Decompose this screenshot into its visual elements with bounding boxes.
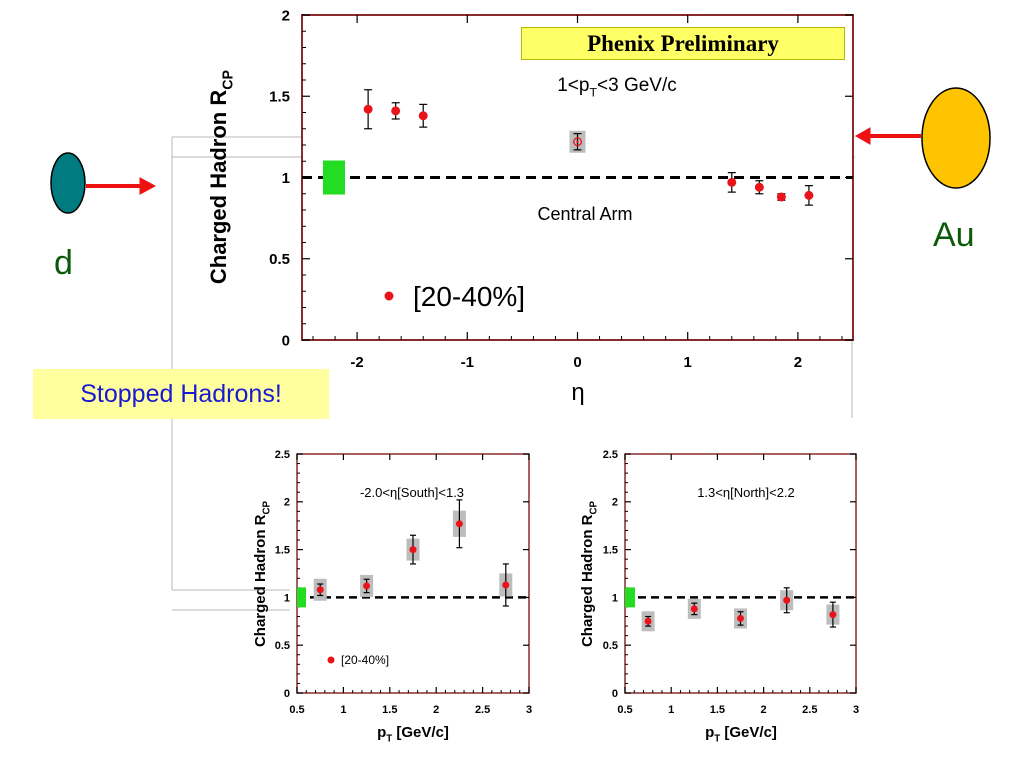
deuteron-arrow xyxy=(86,177,157,195)
data-point xyxy=(829,611,837,619)
data-point-hollow-center xyxy=(576,140,579,143)
y-tick-label: 1.5 xyxy=(269,89,290,106)
plot-frame xyxy=(296,453,530,694)
x-tick-label: 1 xyxy=(684,354,692,371)
x-tick-label: 0.5 xyxy=(289,704,304,716)
x-tick-label: 0 xyxy=(573,354,581,371)
legend-marker xyxy=(327,656,335,664)
y-tick-label: 0 xyxy=(612,688,618,700)
data-point xyxy=(502,581,510,589)
plot-frame xyxy=(624,453,857,694)
data-point xyxy=(316,586,324,594)
gold-label: Au xyxy=(933,216,975,254)
data-point xyxy=(644,617,652,625)
y-tick-label: 2 xyxy=(282,7,290,24)
data-point xyxy=(754,182,764,192)
data-point xyxy=(783,596,791,604)
data-point xyxy=(363,104,373,114)
y-tick-label: 1 xyxy=(612,592,618,604)
x-tick-label: 0.5 xyxy=(617,704,632,716)
y-axis-title: Charged Hadron RCP xyxy=(252,500,273,647)
legend-label: [20-40%] xyxy=(413,281,525,312)
y-tick-label: 1 xyxy=(282,170,290,187)
y-tick-label: 1 xyxy=(284,592,290,604)
y-tick-label: 2 xyxy=(284,497,290,509)
y-tick-label: 0 xyxy=(284,688,290,700)
y-tick-label: 1.5 xyxy=(275,544,290,556)
range-label: 1.3<η[North]<2.2 xyxy=(697,485,795,500)
data-point xyxy=(363,582,371,590)
x-tick-label: 1.5 xyxy=(710,704,725,716)
y-tick-label: 0 xyxy=(282,332,290,349)
data-point xyxy=(737,614,744,622)
deuteron-label: d xyxy=(54,244,73,282)
rcp-vs-pt-north-chart: 0.5 1 1.5 2 2.5 3 0 0.5 1 1.5 2 2.5 Charged Hadron R… xyxy=(579,449,859,745)
gold-nucleus-icon xyxy=(921,87,991,189)
y-tick-label: 2 xyxy=(612,497,618,509)
data-point xyxy=(455,520,463,528)
x-tick-label: 3 xyxy=(853,704,859,716)
x-axis-title: pT [GeV/c] xyxy=(377,724,449,745)
x-tick-label: 1 xyxy=(340,704,346,716)
rcp-vs-pt-south-chart: 0.5 1 1.5 2 2.5 3 0 0.5 1 1.5 2 2.5 Charged Hadron R… xyxy=(252,449,532,745)
legend-marker xyxy=(384,291,394,301)
x-tick-label: 3 xyxy=(526,704,532,716)
legend-label: [20-40%] xyxy=(341,653,389,667)
data-point xyxy=(727,177,737,187)
range-label: 1<pT<3 GeV/c xyxy=(557,75,677,100)
x-tick-label: 2.5 xyxy=(475,704,490,716)
stopped-hadrons-callout: Stopped Hadrons! xyxy=(33,369,329,419)
y-tick-label: 2.5 xyxy=(275,449,290,461)
x-tick-label: 2 xyxy=(794,354,802,371)
data-point xyxy=(690,605,698,613)
preliminary-banner: Phenix Preliminary xyxy=(521,27,845,60)
region-label: Central Arm xyxy=(537,204,632,224)
deuteron-icon xyxy=(50,152,86,214)
y-tick-label: 0.5 xyxy=(269,251,290,268)
x-tick-label: 2 xyxy=(761,704,767,716)
y-tick-label: 1.5 xyxy=(603,544,618,556)
x-tick-label: 2.5 xyxy=(802,704,817,716)
data-point xyxy=(391,106,401,116)
x-tick-label: 1.5 xyxy=(382,704,397,716)
normalization-uncertainty-box xyxy=(625,587,635,608)
y-axis-title: Charged Hadron RCP xyxy=(206,69,237,284)
x-tick-label: 1 xyxy=(668,704,674,716)
data-point xyxy=(804,190,814,200)
data-point xyxy=(418,111,428,121)
x-tick-label: -1 xyxy=(461,354,474,371)
y-tick-label: 2.5 xyxy=(603,449,618,461)
normalization-uncertainty-box xyxy=(323,160,345,195)
data-point-hollow xyxy=(573,137,582,147)
gold-arrow xyxy=(854,127,921,145)
x-tick-label: -2 xyxy=(350,354,363,371)
data-point xyxy=(409,546,417,554)
data-point xyxy=(776,192,786,202)
x-axis-title: pT [GeV/c] xyxy=(705,724,777,745)
y-tick-label: 0.5 xyxy=(603,640,618,652)
y-tick-label: 0.5 xyxy=(275,640,290,652)
rcp-vs-eta-chart: -2 -1 0 1 2 0 0.5 1 1.5 2 Charged Hadron RCP η 1<pT<… xyxy=(206,7,854,406)
y-axis-title: Charged Hadron RCP xyxy=(579,500,600,647)
range-label: -2.0<η[South]<1.3 xyxy=(360,485,464,500)
x-axis-title: η xyxy=(571,379,584,406)
normalization-uncertainty-box xyxy=(297,587,306,608)
x-tick-label: 2 xyxy=(433,704,439,716)
